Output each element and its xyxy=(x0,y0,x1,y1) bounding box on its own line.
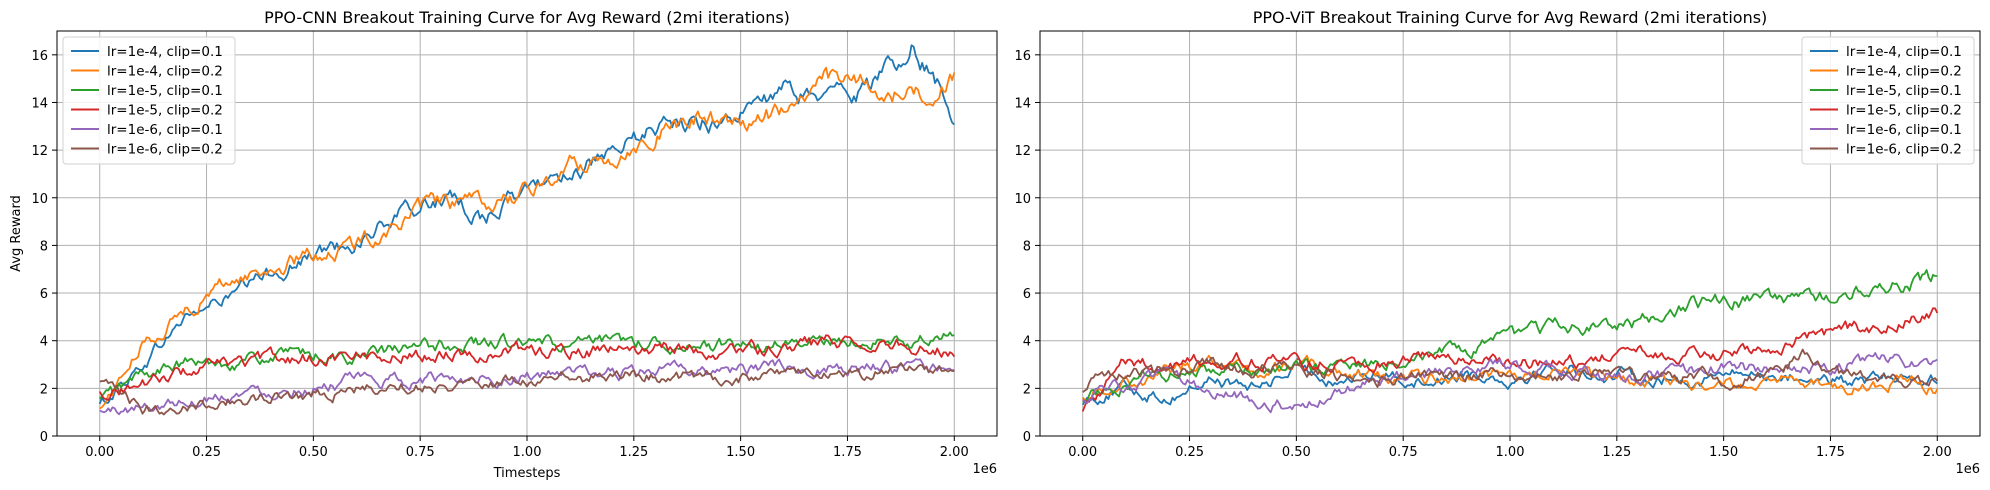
legend-item: lr=1e-6, clip=0.2 xyxy=(1810,142,1962,158)
series-line xyxy=(99,358,955,416)
x-tick-label: 0.50 xyxy=(1282,445,1311,460)
chart-panel-vit: PPO-ViT Breakout Training Curve for Avg … xyxy=(1014,8,1981,477)
x-tick-label: 0.25 xyxy=(1175,445,1204,460)
x-tick-label: 1.00 xyxy=(1496,445,1525,460)
legend-item: lr=1e-6, clip=0.2 xyxy=(71,142,223,158)
series-line xyxy=(1082,348,1939,393)
legend: lr=1e-4, clip=0.1 lr=1e-4, clip=0.2 lr=1e-… xyxy=(1801,36,1975,165)
series-line xyxy=(99,66,956,410)
legend-label: lr=1e-5, clip=0.2 xyxy=(1846,103,1962,119)
series-group xyxy=(98,44,956,416)
legend: lr=1e-4, clip=0.1 lr=1e-4, clip=0.2 lr=1e-… xyxy=(62,36,236,165)
legend-label: lr=1e-4, clip=0.2 xyxy=(107,64,223,80)
series-group xyxy=(1081,269,1939,414)
y-tick-label: 16 xyxy=(31,49,48,64)
grid xyxy=(57,31,997,437)
x-tick-label: 2.00 xyxy=(940,445,969,460)
chart-title: PPO-CNN Breakout Training Curve for Avg … xyxy=(264,8,790,27)
x-axis-label: Timesteps xyxy=(493,466,561,481)
chart-title: PPO-ViT Breakout Training Curve for Avg … xyxy=(1253,8,1768,27)
y-tick-label: 10 xyxy=(1014,192,1031,207)
x-tick-label: 0.00 xyxy=(1068,445,1097,460)
legend-box xyxy=(1801,36,1975,165)
legend-label: lr=1e-5, clip=0.2 xyxy=(107,103,223,119)
y-tick-label: 12 xyxy=(31,144,48,159)
y-tick-label: 14 xyxy=(1014,96,1031,111)
x-tick-label: 1.25 xyxy=(1602,445,1631,460)
y-tick-label: 12 xyxy=(1014,144,1031,159)
x-axis-offset-text: 1e6 xyxy=(1955,462,1980,477)
y-tick-label: 14 xyxy=(31,96,48,111)
y-tick-label: 4 xyxy=(1023,335,1031,350)
y-tick-label: 6 xyxy=(1023,287,1031,302)
legend-label: lr=1e-5, clip=0.1 xyxy=(107,83,223,99)
x-tick-label: 1.75 xyxy=(833,445,862,460)
legend-label: lr=1e-4, clip=0.2 xyxy=(1846,64,1962,80)
legend-item: lr=1e-4, clip=0.1 xyxy=(71,44,223,60)
legend-item: lr=1e-5, clip=0.1 xyxy=(1810,83,1962,99)
series-line xyxy=(1081,307,1939,412)
legend-item: lr=1e-5, clip=0.2 xyxy=(71,103,223,119)
x-tick-label: 0.50 xyxy=(299,445,328,460)
legend-item: lr=1e-6, clip=0.1 xyxy=(1810,122,1962,138)
legend-item: lr=1e-5, clip=0.1 xyxy=(71,83,223,99)
y-tick-label: 2 xyxy=(40,382,48,397)
x-tick-label: 1.75 xyxy=(1816,445,1845,460)
x-tick-label: 0.75 xyxy=(406,445,435,460)
y-tick-label: 8 xyxy=(40,239,48,254)
legend-label: lr=1e-4, clip=0.1 xyxy=(107,44,223,60)
legend-label: lr=1e-5, clip=0.1 xyxy=(1846,83,1962,99)
y-tick-label: 0 xyxy=(1023,430,1031,445)
legend-label: lr=1e-4, clip=0.1 xyxy=(1846,44,1962,60)
y-tick-label: 2 xyxy=(1023,382,1031,397)
legend-item: lr=1e-4, clip=0.2 xyxy=(1810,64,1962,80)
plot-frame xyxy=(1039,30,1981,437)
x-tick-label: 0.75 xyxy=(1389,445,1418,460)
x-tick-label: 1.50 xyxy=(726,445,755,460)
x-tick-label: 2.00 xyxy=(1923,445,1952,460)
legend-item: lr=1e-4, clip=0.2 xyxy=(71,64,223,80)
x-tick-label: 0.25 xyxy=(192,445,221,460)
series-line xyxy=(99,362,955,416)
series-line xyxy=(1082,352,1938,414)
plot-frame xyxy=(56,30,998,437)
legend-label: lr=1e-6, clip=0.1 xyxy=(1846,122,1962,138)
x-tick-label: 1.00 xyxy=(513,445,542,460)
y-tick-label: 10 xyxy=(31,192,48,207)
y-tick-label: 6 xyxy=(40,287,48,302)
legend-item: lr=1e-4, clip=0.1 xyxy=(1810,44,1962,60)
x-axis-offset-text: 1e6 xyxy=(972,462,997,477)
x-tick-label: 0.00 xyxy=(85,445,114,460)
legend-label: lr=1e-6, clip=0.1 xyxy=(107,122,223,138)
y-axis-label: Avg Reward xyxy=(9,195,24,272)
legend-item: lr=1e-5, clip=0.2 xyxy=(1810,103,1962,119)
legend-label: lr=1e-6, clip=0.2 xyxy=(107,142,223,158)
series-line xyxy=(98,334,956,401)
legend-box xyxy=(62,36,236,165)
legend-label: lr=1e-6, clip=0.2 xyxy=(1846,142,1962,158)
y-tick-label: 0 xyxy=(40,430,48,445)
legend-item: lr=1e-6, clip=0.1 xyxy=(71,122,223,138)
y-tick-label: 16 xyxy=(1014,49,1031,64)
chart-panel-cnn: PPO-CNN Breakout Training Curve for Avg … xyxy=(9,8,998,481)
x-tick-label: 1.50 xyxy=(1709,445,1738,460)
x-tick-label: 1.25 xyxy=(619,445,648,460)
y-tick-label: 4 xyxy=(40,335,48,350)
y-tick-label: 8 xyxy=(1023,239,1031,254)
